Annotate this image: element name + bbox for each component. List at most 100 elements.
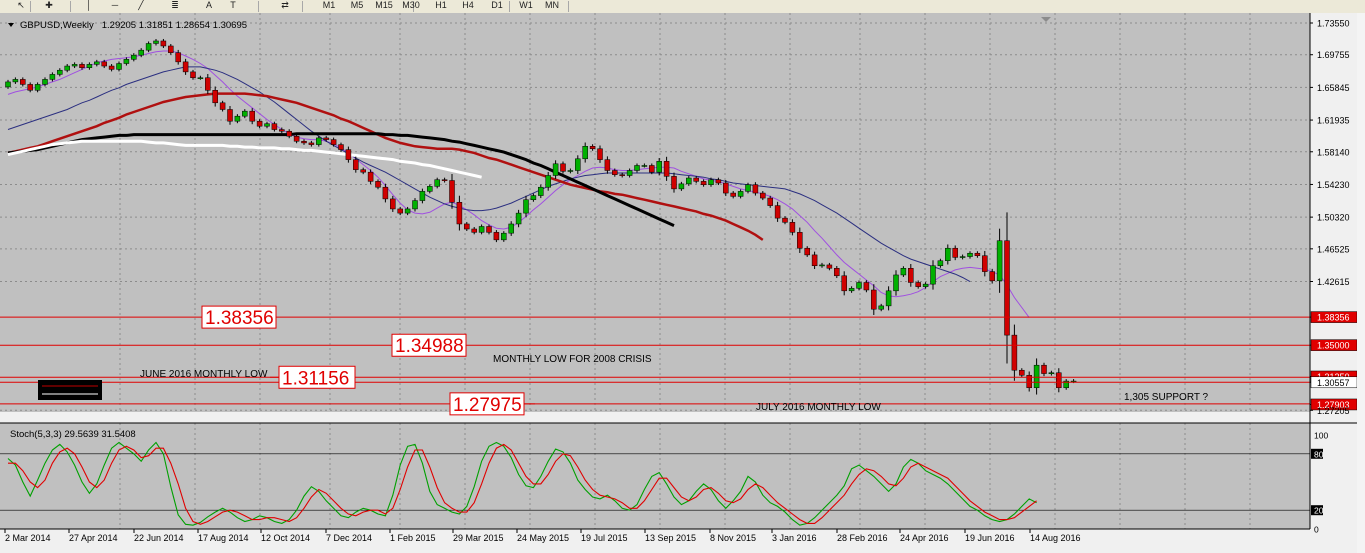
timeframe-mn-button[interactable]: MN [545, 0, 559, 10]
level-price-box[interactable] [201, 305, 277, 329]
candle[interactable] [464, 221, 470, 231]
candle[interactable] [752, 182, 759, 196]
candle[interactable] [330, 137, 337, 147]
candle[interactable] [123, 57, 130, 66]
candle[interactable] [708, 177, 714, 187]
candle[interactable] [530, 193, 537, 202]
candle[interactable] [153, 38, 159, 46]
candle[interactable] [967, 251, 973, 259]
candle[interactable] [5, 79, 11, 89]
candle[interactable] [1063, 379, 1069, 390]
candle[interactable] [589, 144, 596, 151]
candle[interactable] [885, 286, 892, 311]
candle[interactable] [819, 262, 825, 268]
candle[interactable] [930, 260, 936, 290]
candle[interactable] [1041, 362, 1047, 377]
candle[interactable] [345, 146, 352, 163]
candle[interactable] [671, 172, 677, 193]
candle[interactable] [301, 139, 307, 145]
candle[interactable] [974, 251, 981, 258]
candle[interactable] [508, 221, 514, 236]
candle[interactable] [168, 43, 174, 55]
candle[interactable] [434, 177, 440, 189]
candle[interactable] [834, 266, 840, 279]
candle[interactable] [264, 121, 270, 129]
candle[interactable] [663, 156, 670, 181]
candle[interactable] [338, 142, 344, 152]
timeframe-h4-button[interactable]: H4 [462, 0, 474, 10]
horizontal-line-icon[interactable]: ─ [111, 0, 119, 10]
candle[interactable] [227, 105, 233, 125]
candle[interactable] [353, 156, 359, 173]
candle[interactable] [878, 303, 884, 312]
candle[interactable] [937, 258, 944, 268]
candle[interactable] [715, 177, 722, 186]
timeframe-m1-button[interactable]: M1 [322, 0, 336, 10]
candle[interactable] [234, 114, 241, 124]
candle[interactable] [900, 266, 907, 277]
candle[interactable] [1056, 368, 1062, 393]
candle[interactable] [293, 134, 300, 144]
candle[interactable] [71, 62, 78, 69]
candle[interactable] [493, 230, 500, 243]
horizontal-levels[interactable]: 1.38356 1.34988 1.31156 1.27975 [0, 305, 1310, 416]
candle[interactable] [390, 195, 396, 212]
candle[interactable] [471, 226, 477, 235]
candle[interactable] [649, 163, 655, 175]
candle[interactable] [219, 100, 226, 112]
candle[interactable] [996, 228, 1003, 293]
timeframe-w1-button[interactable]: W1 [519, 0, 533, 10]
candle[interactable] [182, 58, 189, 75]
candle[interactable] [412, 198, 418, 212]
candle[interactable] [101, 59, 107, 69]
candle[interactable] [656, 158, 662, 176]
collapse-arrow-icon[interactable] [8, 23, 14, 27]
candle[interactable] [745, 182, 751, 194]
candle[interactable] [545, 171, 551, 191]
candle[interactable] [456, 195, 463, 231]
candle[interactable] [419, 188, 426, 204]
candle[interactable] [686, 176, 692, 186]
candle[interactable] [486, 224, 492, 235]
candle[interactable] [20, 77, 26, 87]
fibonacci-icon[interactable]: ≣ [171, 0, 179, 10]
candle[interactable] [908, 264, 914, 287]
candle[interactable] [12, 77, 19, 84]
candle[interactable] [915, 280, 921, 289]
candle[interactable] [57, 68, 63, 77]
candle[interactable] [597, 145, 603, 163]
candle[interactable] [604, 156, 611, 174]
candle[interactable] [626, 168, 633, 178]
candle[interactable] [375, 179, 381, 190]
candle[interactable] [501, 231, 507, 242]
candle[interactable] [160, 38, 167, 48]
candle[interactable] [634, 163, 640, 173]
candle[interactable] [86, 62, 93, 70]
candle[interactable] [952, 245, 958, 261]
candle[interactable] [782, 216, 788, 225]
candle[interactable] [871, 284, 877, 315]
candle[interactable] [767, 195, 773, 208]
candle[interactable] [922, 282, 929, 289]
candle[interactable] [1011, 324, 1018, 381]
candle[interactable] [367, 169, 374, 185]
candle[interactable] [774, 201, 781, 222]
candle[interactable] [190, 69, 196, 80]
candle[interactable] [271, 121, 278, 132]
candle[interactable] [478, 224, 485, 235]
candle[interactable] [42, 77, 48, 87]
candle[interactable] [108, 64, 115, 72]
candle[interactable] [441, 177, 448, 183]
candle[interactable] [760, 191, 766, 201]
candle[interactable] [1019, 368, 1025, 378]
candle[interactable] [789, 219, 796, 236]
candle[interactable] [612, 168, 618, 177]
candle[interactable] [841, 271, 847, 296]
candle[interactable] [989, 268, 995, 284]
candle[interactable] [1048, 370, 1055, 376]
candle[interactable] [945, 244, 951, 265]
candle[interactable] [959, 254, 966, 260]
candle[interactable] [575, 155, 581, 175]
candle[interactable] [582, 142, 588, 163]
candle[interactable] [34, 82, 41, 93]
